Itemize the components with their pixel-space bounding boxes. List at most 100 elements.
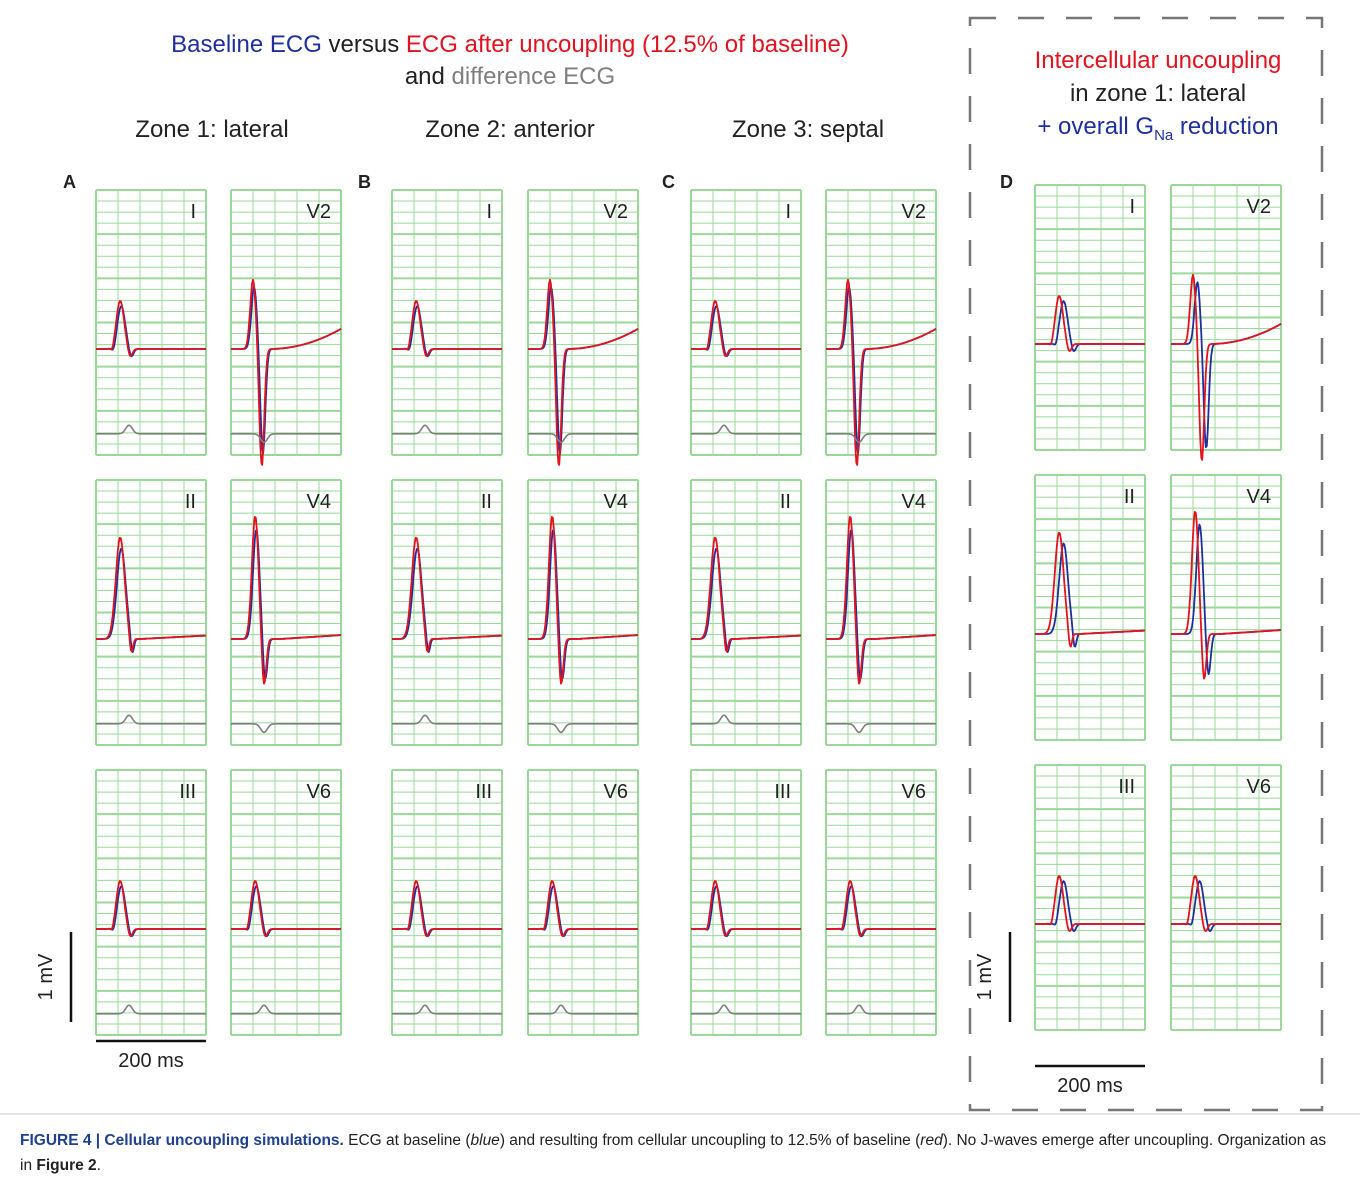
- baseline-trace: [1171, 281, 1282, 449]
- scale-bars-d: 1 mV 200 ms: [974, 932, 1145, 1097]
- uncoupled-trace: [96, 300, 206, 357]
- ecg-lead-v4: V4: [527, 479, 639, 746]
- ecg-lead-i: I: [95, 189, 207, 456]
- uncoupled-trace: [231, 880, 341, 937]
- title-difference: difference ECG: [452, 63, 616, 90]
- ecg-lead-v6: V6: [825, 769, 937, 1036]
- uncoupled-trace: [691, 536, 801, 653]
- uncoupled-trace: [826, 880, 936, 937]
- uncoupled-trace: [528, 516, 638, 685]
- difference-trace: [691, 714, 801, 725]
- ecg-lead-v2: V2: [527, 189, 639, 466]
- difference-trace: [231, 433, 341, 444]
- uncoupled-trace: [392, 880, 502, 937]
- ecg-lead-iii: III: [391, 769, 503, 1036]
- panel-letter-d: D: [1000, 172, 1013, 192]
- uncoupled-trace: [528, 880, 638, 937]
- ecg-lead-ii: II: [690, 479, 802, 746]
- difference-trace: [96, 714, 206, 725]
- baseline-trace: [231, 286, 342, 455]
- ecg-lead-v6: V6: [527, 769, 639, 1036]
- lead-label: V6: [307, 781, 331, 803]
- time-scale-label: 200 ms: [1057, 1075, 1123, 1097]
- uncoupled-trace: [392, 536, 502, 653]
- side-title-prefix: + overall G: [1037, 113, 1154, 140]
- lead-label: V6: [1247, 776, 1271, 798]
- lead-label: V2: [902, 201, 926, 223]
- uncoupled-trace: [1171, 875, 1281, 932]
- uncoupled-trace: [231, 278, 342, 466]
- uncoupled-trace: [392, 300, 502, 357]
- caption-blue: blue: [470, 1132, 500, 1149]
- ecg-lead-iii: III: [1034, 764, 1146, 1031]
- difference-trace: [392, 714, 502, 725]
- panel-letter-b: B: [358, 172, 371, 192]
- ecg-lead-iii: III: [95, 769, 207, 1036]
- lead-label: I: [190, 201, 196, 223]
- ecg-lead-ii: II: [95, 479, 207, 746]
- scale-bars-a: 1 mV 200 ms: [35, 932, 206, 1072]
- voltage-scale-label: 1 mV: [35, 953, 57, 1000]
- difference-trace: [826, 433, 936, 444]
- difference-trace: [392, 1004, 502, 1015]
- ecg-lead-v4: V4: [230, 479, 342, 746]
- figure-title-line1: Baseline ECG versus ECG after uncoupling…: [171, 31, 849, 58]
- time-scale-label: 200 ms: [118, 1050, 184, 1072]
- lead-label: V6: [604, 781, 628, 803]
- caption-text-4: .: [96, 1157, 101, 1174]
- uncoupled-trace: [691, 880, 801, 937]
- ecg-lead-iii: III: [690, 769, 802, 1036]
- difference-trace: [231, 1004, 341, 1015]
- uncoupled-trace: [1035, 875, 1145, 932]
- uncoupled-trace: [528, 278, 639, 466]
- side-title-suffix: reduction: [1173, 113, 1278, 140]
- difference-trace: [392, 424, 502, 435]
- lead-label: V4: [604, 491, 628, 513]
- lead-label: II: [481, 491, 492, 513]
- voltage-scale-label: 1 mV: [974, 953, 996, 1000]
- difference-trace: [96, 424, 206, 435]
- ecg-lead-v4: V4: [1170, 474, 1282, 741]
- side-title-line3: + overall GNa reduction: [1037, 113, 1278, 144]
- lead-label: III: [179, 781, 196, 803]
- difference-trace: [691, 1004, 801, 1015]
- side-title-sub: Na: [1154, 127, 1174, 144]
- uncoupled-trace: [1171, 511, 1281, 680]
- difference-trace: [528, 433, 638, 444]
- ecg-lead-v6: V6: [1170, 764, 1282, 1031]
- caption-title: FIGURE 4 | Cellular uncoupling simulatio…: [20, 1132, 344, 1149]
- caption-text-1: ECG at baseline (: [343, 1132, 471, 1149]
- ecg-lead-i: I: [1034, 184, 1146, 451]
- lead-label: V2: [1247, 196, 1271, 218]
- ecg-lead-v2: V2: [1170, 184, 1282, 461]
- panel-letter-a: A: [63, 172, 76, 192]
- lead-label: III: [475, 781, 492, 803]
- difference-trace: [96, 1004, 206, 1015]
- caption-red: red: [920, 1132, 943, 1149]
- figure-caption: FIGURE 4 | Cellular uncoupling simulatio…: [20, 1128, 1340, 1178]
- uncoupled-trace: [1171, 273, 1282, 461]
- lead-label: I: [785, 201, 791, 223]
- zone-title-a: Zone 1: lateral: [135, 116, 288, 143]
- lead-label: II: [185, 491, 196, 513]
- lead-label: II: [780, 491, 791, 513]
- lead-label: II: [1124, 486, 1135, 508]
- uncoupled-trace: [96, 880, 206, 937]
- ecg-lead-ii: II: [1034, 474, 1146, 741]
- ecg-lead-i: I: [391, 189, 503, 456]
- title-and: and: [405, 63, 452, 90]
- difference-trace: [528, 1004, 638, 1015]
- baseline-trace: [528, 286, 639, 455]
- zone-title-b: Zone 2: anterior: [425, 116, 594, 143]
- lead-label: I: [486, 201, 492, 223]
- side-title-line1: Intercellular uncoupling: [1035, 47, 1282, 74]
- lead-label: V2: [604, 201, 628, 223]
- ecg-grids: IIIIIIV2V4V6IIIIIIV2V4V6IIIIIIV2V4V6IIII…: [95, 184, 1282, 1036]
- caption-figure-ref[interactable]: Figure 2: [36, 1157, 97, 1174]
- lead-label: V2: [307, 201, 331, 223]
- uncoupled-trace: [96, 536, 206, 653]
- uncoupled-trace: [691, 300, 801, 357]
- uncoupled-trace: [826, 278, 937, 466]
- ecg-lead-v2: V2: [230, 189, 342, 466]
